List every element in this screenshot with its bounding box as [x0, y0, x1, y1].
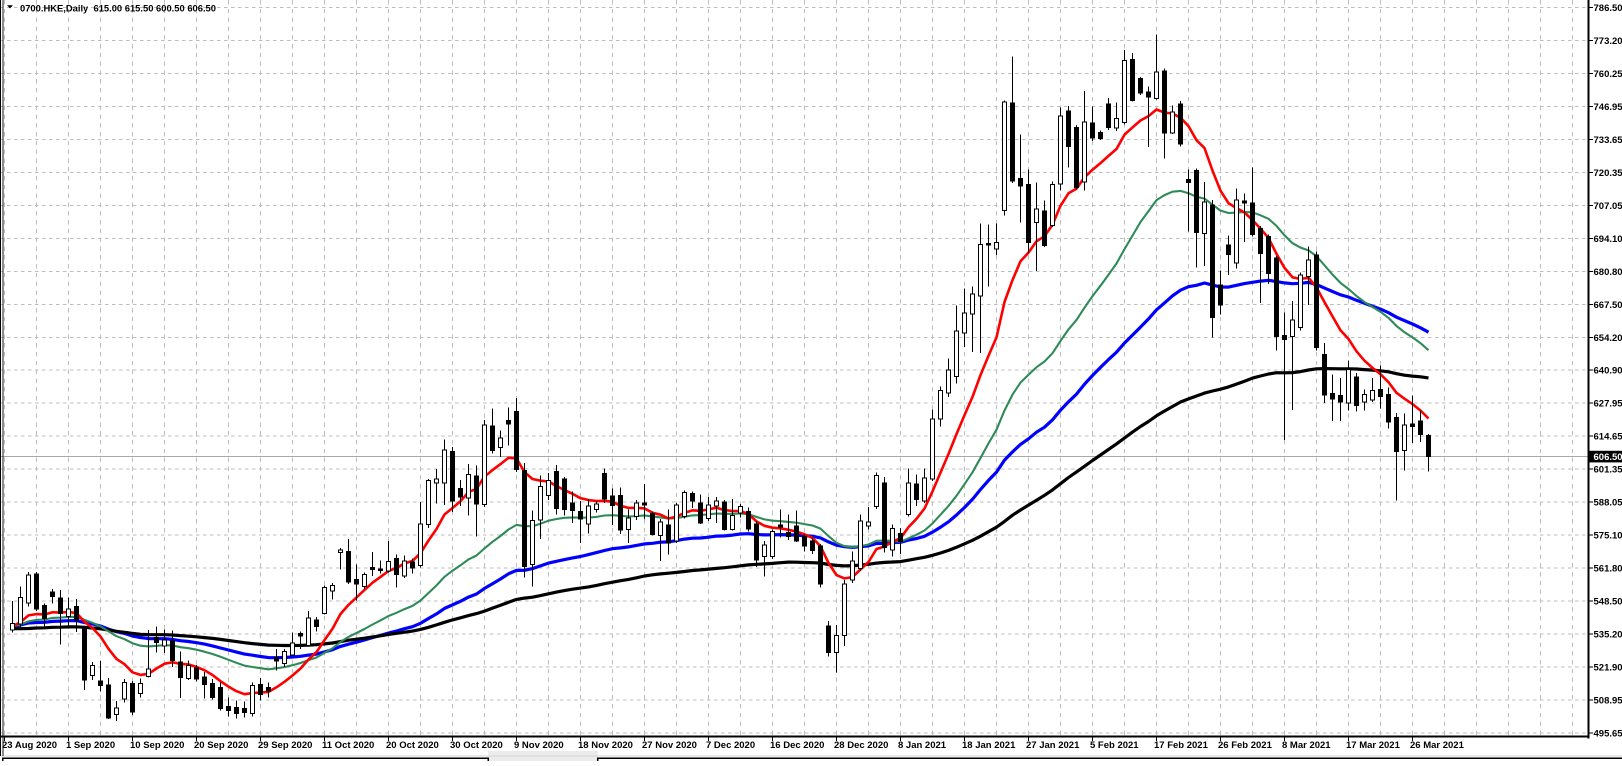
svg-text:575.10: 575.10	[1594, 531, 1622, 542]
svg-text:667.50: 667.50	[1594, 300, 1622, 311]
svg-text:10 Sep 2020: 10 Sep 2020	[130, 740, 184, 751]
svg-text:521.90: 521.90	[1594, 663, 1622, 674]
svg-text:601.35: 601.35	[1594, 465, 1622, 476]
svg-text:773.20: 773.20	[1594, 36, 1622, 47]
svg-text:28 Dec 2020: 28 Dec 2020	[834, 740, 888, 751]
svg-text:16 Dec 2020: 16 Dec 2020	[770, 740, 824, 751]
svg-text:8 Jan 2021: 8 Jan 2021	[898, 740, 947, 751]
svg-text:694.10: 694.10	[1594, 234, 1622, 245]
svg-text:614.65: 614.65	[1594, 432, 1622, 443]
svg-text:5 Feb 2021: 5 Feb 2021	[1090, 740, 1139, 751]
svg-text:7 Dec 2020: 7 Dec 2020	[706, 740, 755, 751]
svg-text:17 Mar 2021: 17 Mar 2021	[1346, 740, 1401, 751]
svg-text:707.05: 707.05	[1594, 201, 1622, 212]
svg-text:29 Sep 2020: 29 Sep 2020	[258, 740, 312, 751]
svg-text:8 Mar 2021: 8 Mar 2021	[1282, 740, 1331, 751]
svg-text:495.65: 495.65	[1594, 729, 1622, 740]
svg-text:20 Oct 2020: 20 Oct 2020	[386, 740, 439, 751]
svg-text:18 Jan 2021: 18 Jan 2021	[962, 740, 1016, 751]
svg-text:606.50: 606.50	[1594, 452, 1622, 463]
svg-text:23 Aug 2020: 23 Aug 2020	[2, 740, 57, 751]
svg-text:11 Oct 2020: 11 Oct 2020	[322, 740, 374, 751]
svg-text:733.65: 733.65	[1594, 135, 1622, 146]
svg-text:26 Mar 2021: 26 Mar 2021	[1410, 740, 1465, 751]
svg-text:561.80: 561.80	[1594, 564, 1622, 575]
svg-text:17 Feb 2021: 17 Feb 2021	[1154, 740, 1209, 751]
svg-text:588.05: 588.05	[1594, 498, 1622, 509]
svg-text:508.95: 508.95	[1594, 696, 1622, 707]
svg-text:640.90: 640.90	[1594, 366, 1622, 377]
svg-text:20 Sep 2020: 20 Sep 2020	[194, 740, 248, 751]
svg-text:760.25: 760.25	[1594, 69, 1622, 80]
svg-text:548.50: 548.50	[1594, 597, 1622, 608]
svg-text:26 Feb 2021: 26 Feb 2021	[1218, 740, 1273, 751]
svg-text:535.20: 535.20	[1594, 630, 1622, 641]
svg-text:720.35: 720.35	[1594, 168, 1622, 179]
svg-text:654.20: 654.20	[1594, 333, 1622, 344]
svg-text:27 Nov 2020: 27 Nov 2020	[642, 740, 697, 751]
svg-text:9 Nov 2020: 9 Nov 2020	[514, 740, 564, 751]
svg-text:0700.HKE,Daily 615.00 615.50: 0700.HKE,Daily 615.00 615.50 600.50 606.…	[20, 3, 216, 14]
svg-text:30 Oct 2020: 30 Oct 2020	[450, 740, 503, 751]
svg-text:680.80: 680.80	[1594, 267, 1622, 278]
svg-text:746.95: 746.95	[1594, 102, 1622, 113]
svg-text:18 Nov 2020: 18 Nov 2020	[578, 740, 633, 751]
svg-text:27 Jan 2021: 27 Jan 2021	[1026, 740, 1080, 751]
svg-text:1 Sep 2020: 1 Sep 2020	[66, 740, 115, 751]
svg-text:627.95: 627.95	[1594, 399, 1622, 410]
svg-text:786.50: 786.50	[1594, 3, 1622, 14]
